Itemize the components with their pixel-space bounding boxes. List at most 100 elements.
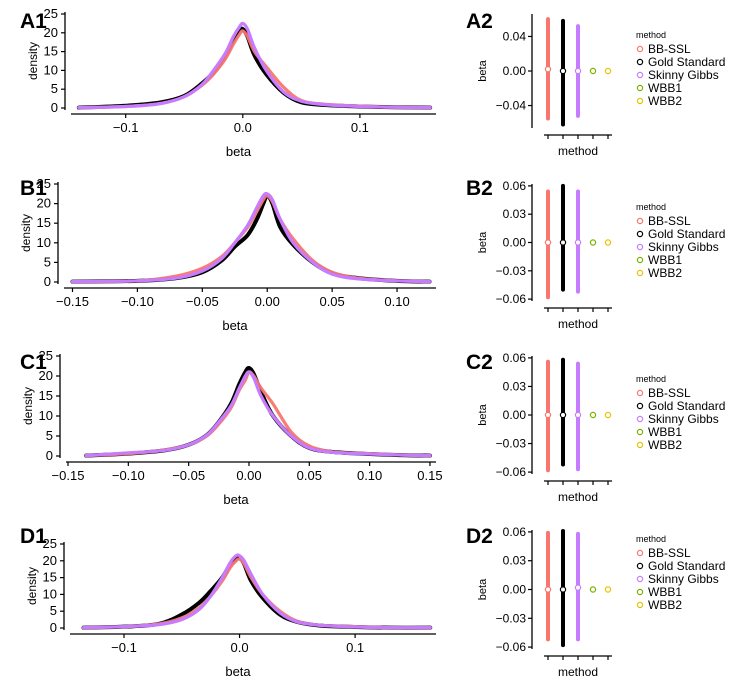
- y-tick-label: 10: [37, 235, 51, 250]
- y-tick-label: 0.06: [503, 351, 527, 365]
- x-tick-label: 0.10: [357, 468, 382, 483]
- y-tick-label: 0.00: [503, 64, 527, 78]
- y-tick-label: 0: [46, 448, 53, 463]
- legend-label: WBB2: [648, 438, 682, 452]
- panel-c1: C1 0 5 10 15 20 25 −0.15 −0.10 −0.05 0.00 0.05 0.10 0…: [20, 348, 443, 507]
- y-tick-label: −0.06: [496, 640, 527, 654]
- point-estimate-bb-ssl: [544, 411, 552, 419]
- y-tick-label: 25: [44, 6, 58, 21]
- point-estimate-wbb2: [604, 239, 612, 246]
- legend-key: [636, 402, 644, 410]
- legend-label: WBB2: [648, 266, 682, 280]
- y-tick-label: 20: [39, 368, 53, 383]
- density-curve-skinny-gibbs: [70, 191, 432, 284]
- legend-label: WBB1: [648, 253, 682, 267]
- x-tick-label: 0.0: [234, 120, 252, 135]
- y-tick-label: 0.04: [503, 29, 527, 43]
- x-axis-label: beta: [223, 492, 249, 507]
- x-tick-label: 0.10: [384, 294, 409, 309]
- legend-label: Gold Standard: [648, 399, 725, 413]
- legend-label: Gold Standard: [648, 227, 725, 241]
- point-estimate-wbb1: [589, 239, 597, 246]
- legend-label: Skinny Gibbs: [648, 412, 719, 426]
- legend-label: BB-SSL: [648, 386, 691, 400]
- y-tick-label: 20: [43, 553, 57, 568]
- panel-tag: A1: [20, 10, 47, 33]
- point-estimate-wbb1: [589, 67, 597, 75]
- panel-b2: B2 −0.06 −0.03 0.00 0.03 0.06 method beta method…: [466, 177, 725, 331]
- y-axis-label: beta: [477, 59, 489, 81]
- density-curve-skinny-gibbs: [84, 370, 432, 458]
- y-axis-label: density: [25, 567, 39, 605]
- legend-key: [636, 58, 644, 66]
- legend-label: BB-SSL: [648, 546, 691, 560]
- legend-key: [636, 389, 644, 397]
- legend-key: [636, 549, 644, 557]
- panel-tag: A2: [466, 10, 493, 33]
- y-tick-label: −0.03: [496, 611, 527, 625]
- x-tick-label: −0.10: [121, 294, 154, 309]
- legend-label: Skinny Gibbs: [648, 572, 719, 586]
- x-tick-label: −0.15: [52, 468, 85, 483]
- density-curve-gold-standard: [81, 555, 433, 630]
- panel-a1: A1 0 5 10 15 20 25 −0.1 0.0 0.1 beta density: [20, 6, 436, 159]
- y-tick-label: 15: [37, 215, 51, 230]
- legend-key: [636, 45, 644, 53]
- point-estimate-skinny-gibbs: [574, 584, 582, 591]
- legend-label: Gold Standard: [648, 559, 725, 573]
- y-tick-label: 0: [50, 620, 57, 635]
- legend-title: method: [636, 374, 666, 384]
- density-curve-gold-standard: [76, 26, 433, 110]
- x-tick-label: −0.10: [112, 468, 145, 483]
- legend-key: [636, 71, 644, 79]
- panel-c2: C2 −0.06 −0.03 0.00 0.03 0.06 method beta method…: [466, 351, 725, 504]
- x-axis-label: beta: [225, 664, 251, 679]
- y-tick-label: 5: [50, 603, 57, 618]
- y-axis-label: density: [19, 214, 33, 252]
- panel-tag: D2: [466, 525, 493, 548]
- x-tick-label: −0.1: [113, 120, 139, 135]
- density-curve-bb-ssl: [77, 29, 432, 110]
- legend-label: WBB1: [648, 81, 682, 95]
- x-tick-label: −0.05: [172, 468, 205, 483]
- y-tick-label: 15: [39, 388, 53, 403]
- legend-label: WBB2: [648, 598, 682, 612]
- point-estimate-wbb1: [589, 411, 597, 419]
- y-tick-label: −0.04: [496, 99, 527, 113]
- y-axis-label: beta: [477, 403, 489, 425]
- panel-b1: B1 0 5 10 15 20 25 −0.15 −0.10 −0.05 0.00 0.05 0.10 b…: [19, 176, 436, 333]
- legend-key: [636, 415, 644, 423]
- y-tick-label: 0.06: [503, 525, 527, 539]
- x-axis-label: beta: [222, 318, 248, 333]
- y-tick-label: 5: [51, 81, 58, 96]
- point-estimate-wbb2: [604, 586, 612, 593]
- point-estimate-gold-standard: [559, 411, 567, 419]
- x-axis-label: method: [558, 665, 598, 679]
- legend-key: [636, 256, 644, 264]
- y-tick-label: 10: [43, 586, 57, 601]
- point-estimate-bb-ssl: [544, 239, 552, 246]
- legend-label: WBB1: [648, 585, 682, 599]
- x-tick-label: 0.05: [297, 468, 322, 483]
- x-tick-label: 0.15: [417, 468, 442, 483]
- y-tick-label: 20: [44, 25, 58, 40]
- point-estimate-skinny-gibbs: [574, 67, 582, 75]
- legend-title: method: [636, 30, 666, 40]
- y-tick-label: −0.06: [496, 465, 527, 479]
- y-axis-label: beta: [477, 231, 489, 253]
- legend-key: [636, 97, 644, 105]
- y-tick-label: −0.03: [496, 437, 527, 451]
- legend-key: [636, 217, 644, 225]
- point-estimate-bb-ssl: [544, 66, 552, 73]
- x-tick-label: 0.0: [231, 640, 249, 655]
- density-curve-gold-standard: [70, 193, 432, 284]
- y-tick-label: 5: [44, 254, 51, 269]
- x-tick-label: 0.1: [346, 640, 364, 655]
- x-axis-label: method: [558, 490, 598, 504]
- y-axis-label: density: [26, 42, 40, 80]
- y-tick-label: 25: [43, 536, 57, 551]
- x-tick-label: −0.1: [111, 640, 137, 655]
- y-tick-label: 0.03: [503, 554, 527, 568]
